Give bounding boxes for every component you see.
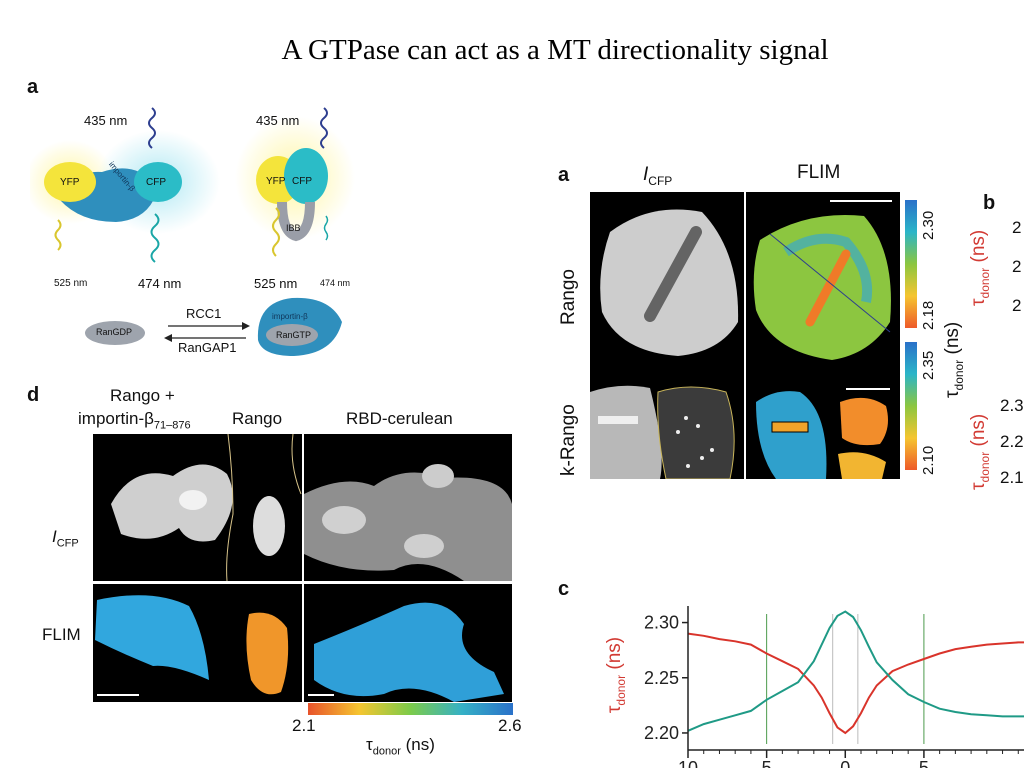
- d-scale-min: 2.1: [292, 716, 316, 735]
- b-tick-5: 2.2: [1000, 432, 1024, 451]
- right-icfp-column: [590, 192, 744, 479]
- x-tick-label-0: 10: [678, 758, 698, 768]
- rangdp-label: RanGDP: [96, 327, 133, 337]
- right-colorbar-2: [905, 342, 917, 470]
- rangtp-shape: [266, 324, 318, 346]
- right-col1-header: ICFP: [643, 164, 673, 188]
- b-tick-3: 2: [1012, 296, 1022, 315]
- y-tick-label-1: 2.25: [644, 668, 679, 688]
- excitation-wave-right: [320, 107, 328, 149]
- right-panel-b-label: b: [983, 192, 996, 214]
- b-tick-1: 2: [1012, 218, 1022, 237]
- ibb-linker: [277, 201, 315, 242]
- col1-header-line1: Rango +: [110, 386, 175, 405]
- right-cbar-axis-label: τdonor (ns): [942, 321, 966, 398]
- right-b-axis-label-1: τdonor (ns): [968, 229, 992, 306]
- yfp-label-left: YFP: [60, 177, 80, 188]
- right-row2-label: k-Rango: [558, 404, 579, 476]
- yfp-left: [44, 162, 96, 202]
- d-icfp-rbd: [304, 434, 512, 581]
- row1-label: ICFP: [52, 527, 79, 550]
- label-435-right: 435 nm: [256, 113, 300, 128]
- x-tick-label-3: 5: [919, 758, 929, 768]
- y-axis-label: τdonor (ns): [604, 637, 628, 713]
- emission-474-wave-right: [323, 215, 329, 241]
- y-tick-label-2: 2.30: [644, 613, 679, 633]
- label-525-left: 525 nm: [54, 278, 88, 289]
- b-tick-2: 2: [1012, 257, 1022, 276]
- left-panel-d-label: d: [27, 384, 40, 406]
- label-474-left: 474 nm: [138, 276, 182, 291]
- rangap1-label: RanGAP1: [178, 340, 237, 355]
- series-line-1: [687, 610, 1024, 732]
- d-scale-axis-label: τdonor (ns): [366, 735, 435, 758]
- d-flim-rbd: [304, 584, 512, 702]
- excitation-wave-left: [148, 107, 156, 149]
- d-colorscale: [308, 703, 513, 715]
- cfp-label-left: CFP: [146, 177, 166, 188]
- ibb-label: IBB: [286, 223, 301, 233]
- d-icfp-rango-importin: [93, 434, 302, 581]
- slide-title: A GTPase can act as a MT directionality …: [281, 34, 829, 66]
- right-cbar1-top: 2.30: [920, 210, 937, 240]
- label-474-right: 474 nm: [320, 278, 351, 288]
- fret-schematic: [30, 107, 355, 356]
- col2-header: Rango: [232, 409, 283, 428]
- right-cbar2-bottom: 2.10: [920, 445, 937, 475]
- right-b-axis-label-2: τdonor (ns): [968, 413, 992, 490]
- tau-donor-profile-chart: 2.20 2.25 2.30 10 5 0 5 τdonor (ns): [604, 606, 1024, 768]
- rangtp-label: RanGTP: [276, 330, 312, 340]
- cfp-label-right: CFP: [292, 176, 312, 187]
- label-525-right: 525 nm: [254, 276, 298, 291]
- y-tick-label-0: 2.20: [644, 723, 679, 743]
- series-line-0: [687, 632, 1024, 735]
- right-panel-a-label: a: [558, 164, 570, 186]
- rcc1-label: RCC1: [186, 306, 222, 321]
- emission-474-wave-left: [150, 213, 160, 263]
- importin-label-right: importin-β: [272, 312, 308, 321]
- rangdp-shape: [85, 321, 145, 345]
- b-tick-6: 2.1: [1000, 468, 1024, 487]
- right-colorbar-1: [905, 200, 917, 328]
- right-row1-label: Rango: [558, 269, 579, 325]
- cfp-right: [284, 148, 328, 204]
- right-cbar1-bottom: 2.18: [920, 300, 937, 330]
- right-grid-divider-left: [590, 480, 744, 481]
- right-flim-column: [746, 192, 900, 479]
- yfp-label-right: YFP: [266, 176, 286, 187]
- b-tick-4: 2.3: [1000, 396, 1024, 415]
- x-tick-label-1: 5: [762, 758, 772, 768]
- d-flim-rango-importin: [93, 584, 302, 702]
- right-panel-c-label: c: [558, 578, 570, 600]
- emission-525-wave-right: [272, 207, 280, 257]
- cfp-left: [134, 162, 182, 202]
- col3-header: RBD-cerulean: [346, 409, 453, 428]
- d-scale-max: 2.6: [498, 716, 522, 735]
- right-col2-header: FLIM: [797, 162, 841, 183]
- emission-525-wave-left: [54, 219, 62, 251]
- row2-label: FLIM: [42, 625, 81, 644]
- right-cbar2-top: 2.35: [920, 350, 937, 380]
- left-panel-a-label: a: [27, 76, 39, 98]
- label-435-left: 435 nm: [84, 113, 128, 128]
- x-tick-label-2: 0: [840, 758, 850, 768]
- col1-header-line2: importin-β71–876: [78, 409, 191, 432]
